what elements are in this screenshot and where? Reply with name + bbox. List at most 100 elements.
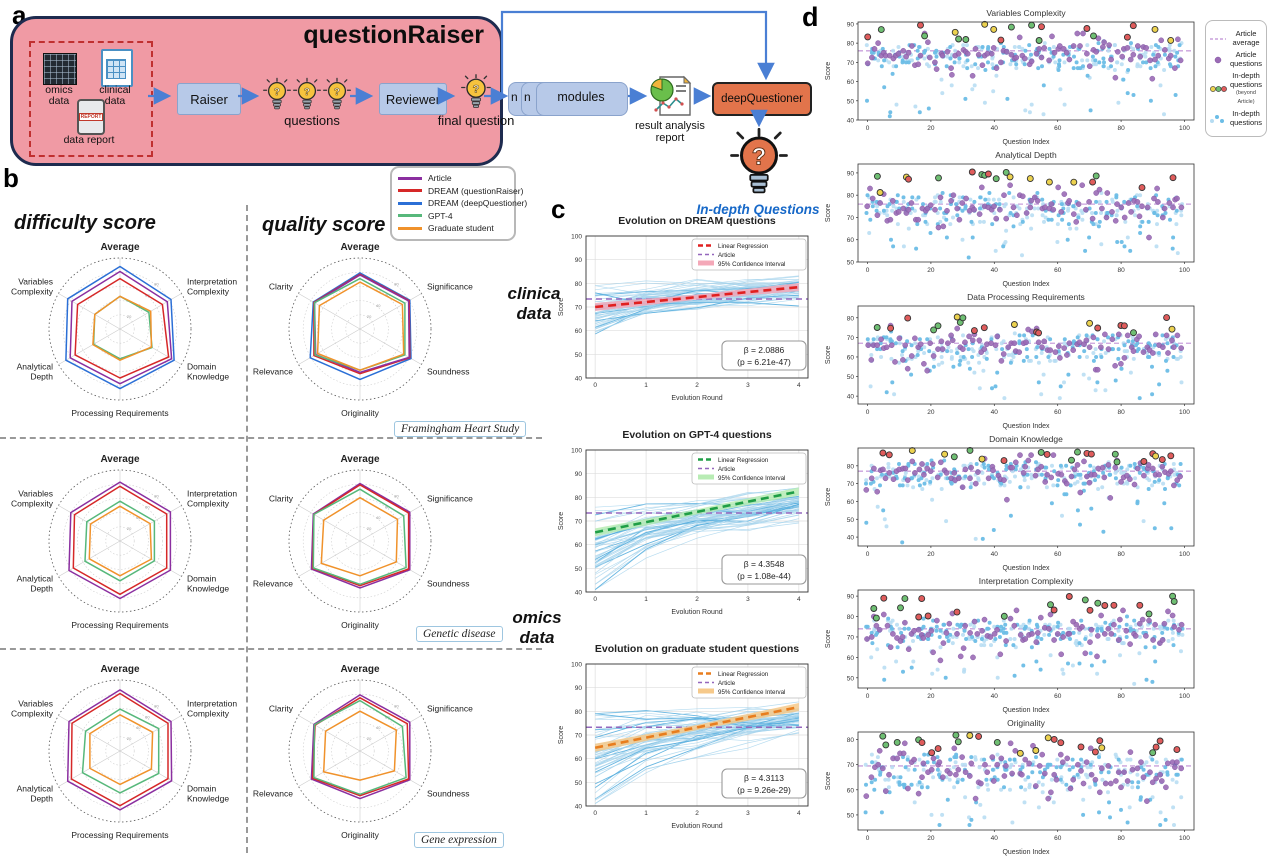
svg-text:Average: Average — [340, 454, 380, 465]
radar-quality-geneexp: 20 40 60 80 Average Significance Soundness Orig… — [248, 650, 484, 856]
svg-text:Score: Score — [558, 726, 565, 744]
svg-text:Knowledge: Knowledge — [187, 372, 229, 382]
svg-text:Score: Score — [825, 62, 832, 80]
svg-text:Question Index: Question Index — [1002, 849, 1050, 856]
legend-swatch — [398, 201, 422, 205]
svg-text:Significance: Significance — [427, 494, 473, 504]
svg-text:50: 50 — [575, 566, 583, 573]
clinical-data-side-label: clinica data — [507, 284, 561, 323]
svg-text:Complexity: Complexity — [11, 287, 54, 297]
svg-text:0: 0 — [866, 693, 870, 700]
svg-text:Article: Article — [718, 466, 736, 473]
radar-quality-fhs: 20 40 60 80 Average Significance Soundness Orig… — [248, 228, 484, 434]
question-raiser-container: questionRaiser omics data clinical data RE… — [10, 16, 514, 166]
svg-text:Knowledge: Knowledge — [187, 584, 229, 594]
svg-text:Evolution on graduate student: Evolution on graduate student questions — [595, 643, 799, 655]
svg-text:40: 40 — [991, 409, 999, 416]
svg-text:Article: Article — [718, 252, 736, 259]
svg-text:40: 40 — [847, 118, 855, 125]
svg-text:0: 0 — [866, 835, 870, 842]
svg-text:Interpretation Complexity: Interpretation Complexity — [979, 576, 1074, 586]
svg-text:80: 80 — [394, 703, 399, 708]
panel-b-legend: Article DREAM (questionRaiser) DREAM (de… — [390, 166, 527, 241]
svg-text:4: 4 — [797, 810, 801, 817]
svg-text:40: 40 — [991, 693, 999, 700]
svg-text:60: 60 — [145, 714, 150, 719]
module-n1-label: n — [511, 90, 518, 104]
svg-text:90: 90 — [847, 21, 855, 28]
svg-text:80: 80 — [847, 193, 855, 200]
svg-text:Significance: Significance — [427, 704, 473, 714]
svg-text:4: 4 — [797, 596, 801, 603]
svg-text:Complexity: Complexity — [187, 287, 230, 297]
svg-text:70: 70 — [847, 481, 855, 488]
svg-text:(p = 6.21e-47): (p = 6.21e-47) — [737, 357, 791, 367]
svg-text:Evolution on DREAM questions: Evolution on DREAM questions — [618, 215, 776, 227]
svg-text:90: 90 — [575, 257, 583, 264]
svg-text:80: 80 — [1117, 409, 1125, 416]
svg-text:40: 40 — [376, 725, 381, 730]
svg-text:Linear Regression: Linear Regression — [718, 457, 769, 464]
svg-text:60: 60 — [847, 354, 855, 361]
clinical-data-label: clinical data — [99, 84, 131, 107]
legend-label: In-depth questions — [1229, 109, 1263, 127]
svg-text:1: 1 — [644, 596, 648, 603]
svg-text:Average: Average — [100, 664, 140, 675]
legend-swatch — [398, 176, 422, 180]
svg-text:Complexity: Complexity — [11, 709, 54, 719]
svg-text:60: 60 — [847, 655, 855, 662]
input-data-group: omics data clinical data REPORT data repor… — [29, 41, 153, 157]
svg-text:80: 80 — [1117, 835, 1125, 842]
svg-text:80: 80 — [154, 703, 159, 708]
svg-text:Soundness: Soundness — [427, 367, 470, 377]
svg-text:0: 0 — [593, 596, 597, 603]
legend-item: Article — [398, 172, 508, 185]
svg-text:Knowledge: Knowledge — [187, 794, 229, 804]
svg-text:Soundness: Soundness — [427, 579, 470, 589]
svg-text:Question Index: Question Index — [1002, 281, 1050, 288]
legend-item: In-depth questions (beyond Article) — [1209, 71, 1263, 106]
svg-text:Average: Average — [340, 664, 380, 675]
svg-text:60: 60 — [575, 756, 583, 763]
svg-text:100: 100 — [1179, 267, 1190, 274]
svg-text:β = 4.3113: β = 4.3113 — [744, 773, 784, 783]
legend-label: Article average — [1232, 29, 1260, 47]
svg-text:20: 20 — [367, 736, 372, 741]
svg-text:Analytical Depth: Analytical Depth — [995, 150, 1057, 160]
svg-text:80: 80 — [575, 495, 583, 502]
svg-text:60: 60 — [1054, 125, 1062, 132]
svg-text:60: 60 — [1054, 835, 1062, 842]
svg-text:50: 50 — [847, 98, 855, 105]
legend-item: DREAM (questionRaiser) — [398, 185, 523, 198]
omics-data-icon — [43, 53, 77, 85]
svg-text:20: 20 — [127, 526, 132, 531]
svg-text:70: 70 — [847, 634, 855, 641]
svg-text:4: 4 — [797, 382, 801, 389]
svg-text:Processing Requirements: Processing Requirements — [71, 830, 168, 840]
svg-text:70: 70 — [575, 519, 583, 526]
svg-text:60: 60 — [145, 504, 150, 509]
scatter-originality: 50 60 70 80 0 20 40 60 80 100 Originality Question … — [820, 718, 1206, 858]
svg-text:50: 50 — [847, 675, 855, 682]
omics-data-label: omics data — [45, 84, 73, 107]
svg-text:80: 80 — [847, 41, 855, 48]
svg-text:80: 80 — [575, 709, 583, 716]
svg-text:60: 60 — [1054, 409, 1062, 416]
svg-text:Linear Regression: Linear Regression — [718, 243, 769, 250]
svg-text:40: 40 — [847, 535, 855, 542]
svg-text:Linear Regression: Linear Regression — [718, 671, 769, 678]
row-divider — [0, 437, 542, 439]
svg-text:Score: Score — [825, 630, 832, 648]
svg-text:Evolution on GPT-4 questions: Evolution on GPT-4 questions — [622, 429, 771, 441]
svg-text:Processing Requirements: Processing Requirements — [71, 620, 168, 630]
svg-text:Significance: Significance — [427, 282, 473, 292]
svg-text:(p = 9.26e-29): (p = 9.26e-29) — [737, 785, 791, 795]
svg-text:95% Confidence Interval: 95% Confidence Interval — [718, 475, 785, 482]
svg-text:70: 70 — [847, 60, 855, 67]
svg-text:Interpretation: Interpretation — [187, 699, 237, 709]
svg-text:2: 2 — [695, 596, 699, 603]
svg-text:50: 50 — [847, 374, 855, 381]
svg-text:80: 80 — [1117, 267, 1125, 274]
dataset-label-fhs: Framingham Heart Study — [394, 421, 527, 437]
